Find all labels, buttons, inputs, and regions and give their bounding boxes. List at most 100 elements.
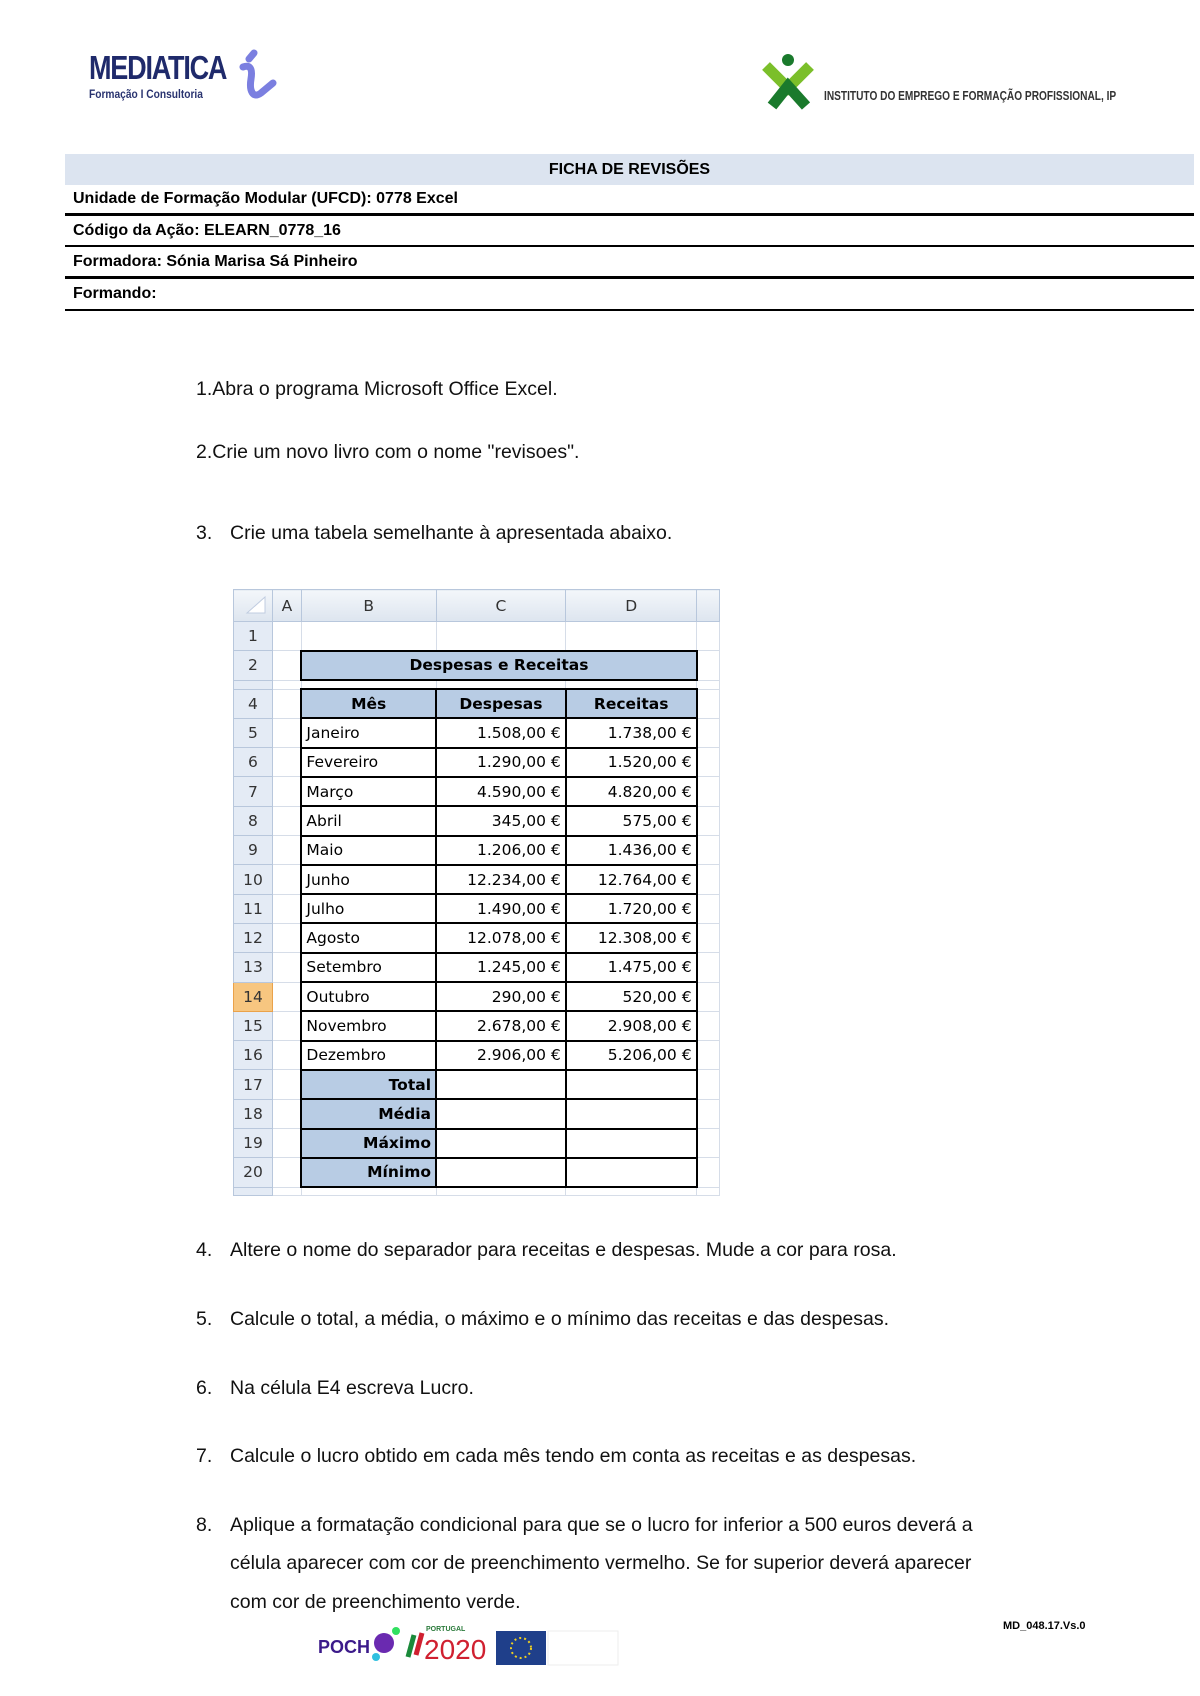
document-code: MD_048.17.Vs.0 [1003, 1620, 1086, 1632]
select-all-triangle-icon [245, 595, 266, 613]
month-cell: Agosto [300, 922, 438, 954]
table-row: 8 Abril 345,00 €575,00 € [233, 805, 720, 837]
select-all-corner [233, 589, 273, 622]
cell [300, 679, 437, 690]
receitas-cell: 520,00 € [564, 981, 698, 1013]
sheet-row-2: 2 Despesas e Receitas [233, 649, 720, 682]
table-title: Despesas e Receitas [300, 649, 698, 682]
cell [696, 981, 720, 1012]
cell [271, 1098, 302, 1130]
despesas-cell: 1.245,00 € [435, 951, 567, 984]
column-header-e [696, 589, 720, 622]
cell [696, 620, 720, 652]
svg-text:POCH: POCH [318, 1637, 370, 1657]
poch-portugal2020-eu-logo: POCH PORTUGAL 2020 [316, 1617, 621, 1673]
cell [696, 1157, 720, 1188]
row-header: 10 [233, 864, 273, 895]
cell [696, 1010, 720, 1042]
row-header: 15 [233, 1010, 273, 1042]
row-header: 1 [233, 620, 273, 652]
cell [435, 1186, 567, 1196]
iefp-figure-icon [762, 54, 814, 110]
month-cell: Setembro [300, 951, 438, 984]
despesas-cell: 2.678,00 € [435, 1010, 567, 1042]
column-title: Despesas [435, 688, 567, 720]
cell [271, 679, 302, 690]
table-row: 9 Maio 1.206,00 €1.436,00 € [233, 834, 720, 866]
despesas-summary-cell [435, 1127, 567, 1159]
summary-label: Mínimo [300, 1156, 438, 1189]
column-header-a: A [271, 589, 302, 622]
despesas-cell: 2.906,00 € [435, 1039, 567, 1071]
despesas-cell: 345,00 € [435, 805, 567, 837]
month-cell: Janeiro [300, 717, 438, 749]
mediatica-i-icon [239, 49, 277, 99]
instruction-2: 2.Crie um novo livro com o nome "revisoe… [196, 441, 580, 463]
table-row: 7 Março 4.590,00 €4.820,00 € [233, 775, 720, 808]
sheet-row-4: 4 Mês Despesas Receitas [233, 688, 720, 720]
receitas-summary-cell [564, 1068, 698, 1101]
despesas-cell: 4.590,00 € [435, 775, 567, 808]
cell [271, 864, 302, 895]
row-header: 18 [233, 1098, 273, 1130]
summary-label: Máximo [300, 1127, 438, 1159]
receitas-cell: 1.436,00 € [564, 834, 698, 866]
cell [435, 679, 567, 690]
cell [300, 620, 437, 652]
summary-row: 20 Mínimo [233, 1156, 720, 1189]
cell [271, 650, 302, 681]
svg-text:2020: 2020 [424, 1634, 486, 1665]
row-header: 20 [233, 1157, 273, 1188]
table-row: 16 Dezembro 2.906,00 €5.206,00 € [233, 1039, 720, 1071]
row-header: 13 [233, 952, 273, 983]
table-row: 11 Julho 1.490,00 €1.720,00 € [233, 893, 720, 925]
summary-row: 18 Média [233, 1098, 720, 1130]
cell [271, 776, 302, 807]
cell [271, 1186, 302, 1196]
cell [271, 688, 302, 719]
despesas-summary-cell [435, 1068, 567, 1101]
cell [271, 835, 302, 866]
column-title: Receitas [564, 688, 698, 720]
row-header: 2 [233, 650, 273, 681]
cell [271, 922, 302, 954]
row-header: 9 [233, 835, 273, 866]
row-header: 12 [233, 922, 273, 954]
month-cell: Novembro [300, 1010, 438, 1042]
month-cell: Dezembro [300, 1039, 438, 1071]
cell [696, 922, 720, 954]
codigo-field: Código da Ação: ELEARN_0778_16 [65, 216, 1194, 247]
despesas-summary-cell [435, 1098, 567, 1130]
cell [233, 679, 273, 690]
row-header: 14 [233, 981, 273, 1012]
table-row: 13 Setembro 1.245,00 €1.475,00 € [233, 951, 720, 984]
cell [233, 1186, 273, 1196]
cell [696, 688, 720, 719]
month-cell: Maio [300, 834, 438, 866]
cell [565, 620, 698, 652]
sheet-row-3-hidden [233, 679, 720, 690]
cell [271, 1157, 302, 1188]
receitas-cell: 5.206,00 € [564, 1039, 698, 1071]
cell [271, 805, 302, 837]
cell [696, 1128, 720, 1159]
logo-tagline: Formação I Consultoria [89, 87, 203, 101]
despesas-cell: 1.206,00 € [435, 834, 567, 866]
sheet-row-1: 1 [233, 620, 720, 652]
row-header: 16 [233, 1040, 273, 1071]
iefp-logo: INSTITUTO DO EMPREGO E FORMAÇÃO PROFISSI… [758, 52, 1178, 112]
form-title: FICHA DE REVISÕES [65, 154, 1194, 185]
instruction-1: 1.Abra o programa Microsoft Office Excel… [196, 378, 558, 400]
cell [696, 747, 720, 778]
cell [271, 952, 302, 983]
month-cell: Julho [300, 893, 438, 925]
despesas-cell: 1.508,00 € [435, 717, 567, 749]
cell [696, 717, 720, 749]
logo-text: MEDIATICA [89, 49, 227, 86]
month-cell: Março [300, 775, 438, 808]
formando-field: Formando: [65, 279, 1194, 311]
month-cell: Fevereiro [300, 746, 438, 778]
column-header-b: B [300, 589, 437, 622]
iefp-name: INSTITUTO DO EMPREGO E FORMAÇÃO PROFISSI… [824, 88, 1117, 103]
